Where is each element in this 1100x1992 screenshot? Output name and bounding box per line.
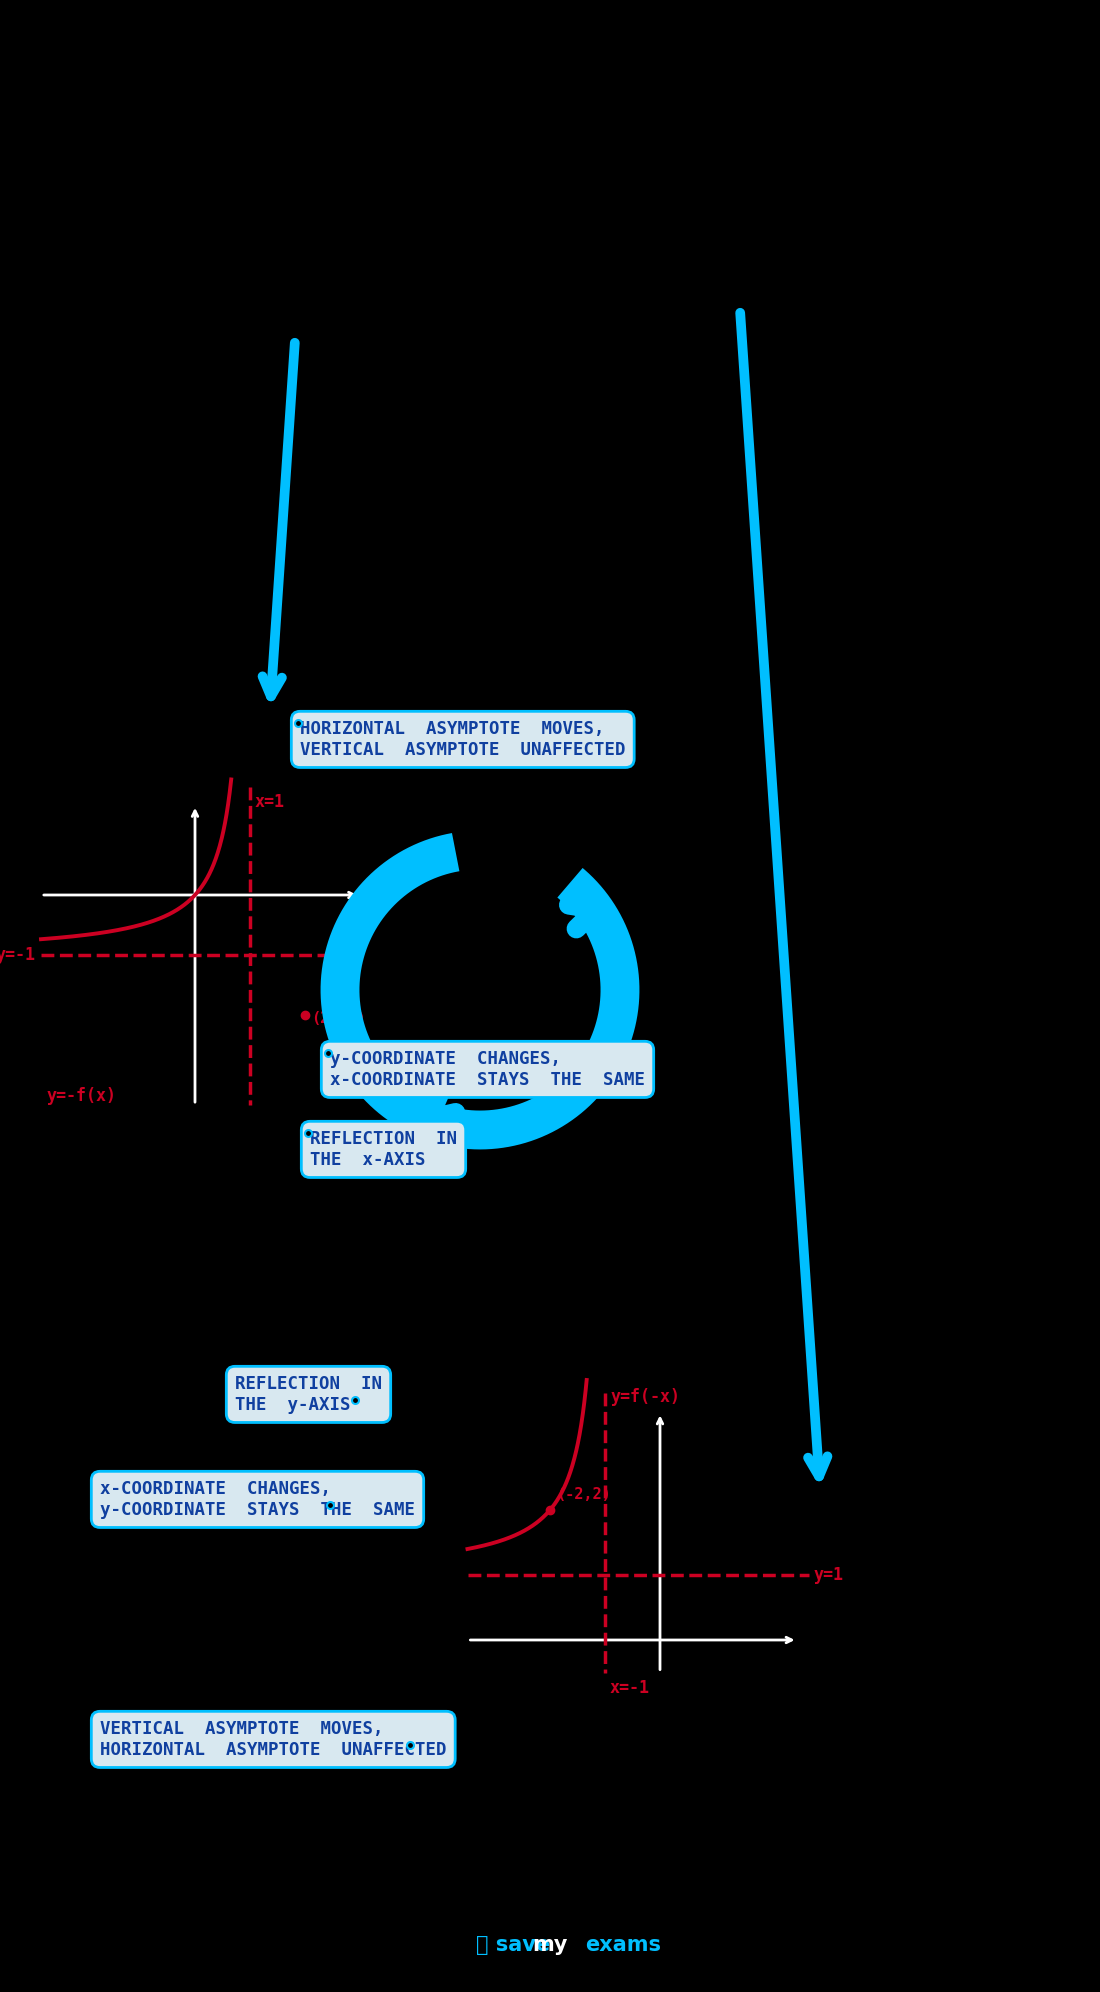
Text: x=1: x=1 — [255, 793, 285, 811]
Text: y-COORDINATE  CHANGES,
x-COORDINATE  STAYS  THE  SAME: y-COORDINATE CHANGES, x-COORDINATE STAYS… — [330, 1050, 645, 1090]
Text: y=1: y=1 — [814, 1566, 844, 1584]
Text: x=-1: x=-1 — [610, 1679, 650, 1697]
Text: HORIZONTAL  ASYMPTOTE  MOVES,
VERTICAL  ASYMPTOTE  UNAFFECTED: HORIZONTAL ASYMPTOTE MOVES, VERTICAL ASY… — [300, 719, 626, 759]
Text: Ⓜ save: Ⓜ save — [476, 1934, 550, 1954]
Text: VERTICAL  ASYMPTOTE  MOVES,
HORIZONTAL  ASYMPTOTE  UNAFFECTED: VERTICAL ASYMPTOTE MOVES, HORIZONTAL ASY… — [100, 1719, 447, 1759]
Text: y=-f(x): y=-f(x) — [46, 1088, 117, 1106]
Text: exams: exams — [585, 1934, 661, 1954]
Text: REFLECTION  IN
THE  x-AXIS: REFLECTION IN THE x-AXIS — [310, 1129, 456, 1169]
Text: (2,-2): (2,-2) — [311, 1012, 365, 1026]
Text: y=-1: y=-1 — [0, 946, 36, 964]
Text: my: my — [532, 1934, 568, 1954]
Text: (-2,2): (-2,2) — [556, 1486, 610, 1502]
Text: REFLECTION  IN
THE  y-AXIS: REFLECTION IN THE y-AXIS — [235, 1374, 382, 1414]
Text: y=f(-x): y=f(-x) — [610, 1388, 681, 1406]
Text: x-COORDINATE  CHANGES,
y-COORDINATE  STAYS  THE  SAME: x-COORDINATE CHANGES, y-COORDINATE STAYS… — [100, 1480, 415, 1518]
